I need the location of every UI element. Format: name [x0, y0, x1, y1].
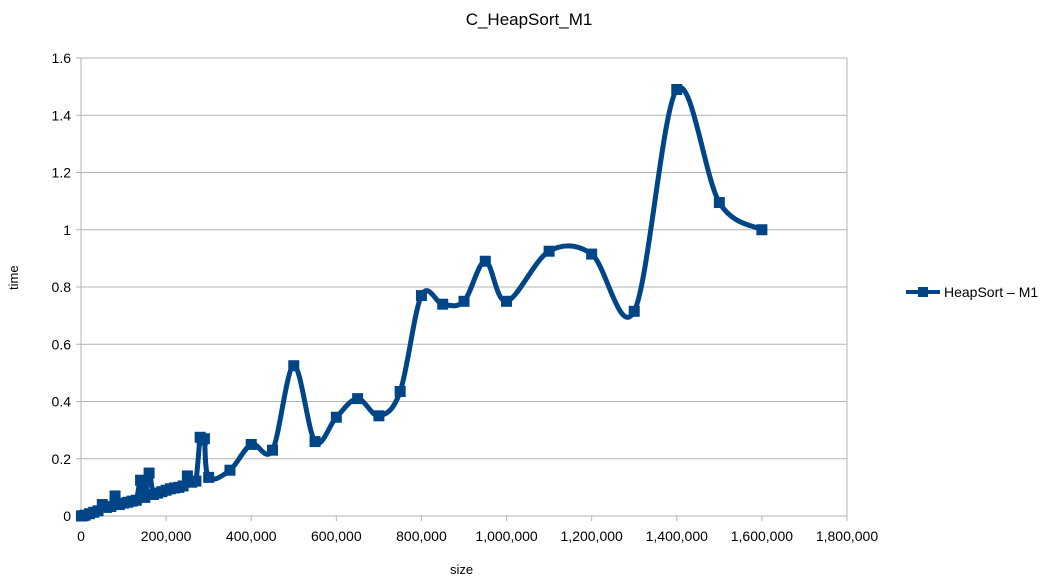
gridlines [76, 57, 847, 517]
legend: HeapSort – M1 [906, 284, 1038, 300]
data-point-marker [135, 474, 147, 486]
x-tick-label: 400,000 [226, 528, 277, 544]
x-tick-label: 800,000 [396, 528, 447, 544]
y-tick-label: 0.8 [52, 279, 72, 295]
y-tick-label: 1.6 [52, 50, 72, 66]
data-point-marker [288, 360, 300, 372]
data-point-marker [92, 505, 104, 517]
x-tick-label: 0 [77, 528, 85, 544]
x-tick-label: 1,600,000 [731, 528, 793, 544]
data-point-marker [628, 305, 640, 317]
data-point-marker [198, 433, 210, 445]
data-point-marker [224, 464, 236, 476]
data-point-marker [139, 491, 151, 503]
axes [80, 58, 848, 521]
x-tick-label: 200,000 [141, 528, 192, 544]
data-point-marker [352, 393, 364, 405]
x-tick-label: 1,800,000 [816, 528, 878, 544]
tick-labels: 0 0.2 0.4 0.6 0.8 1 1.2 1.4 1.6 0 200,000 400,000 60… [52, 50, 879, 544]
x-tick-label: 1,400,000 [646, 528, 708, 544]
data-point-marker [415, 290, 427, 302]
data-point-marker [437, 298, 449, 310]
x-tick-label: 1,200,000 [561, 528, 623, 544]
data-point-marker [109, 490, 121, 502]
data-point-marker [458, 295, 470, 307]
data-point-marker [756, 224, 768, 236]
data-point-marker [105, 501, 117, 513]
data-point-marker [190, 475, 202, 487]
data-point-marker [181, 470, 193, 482]
data-point-marker [586, 248, 598, 260]
data-point-marker [177, 480, 189, 492]
y-tick-label: 1.2 [52, 165, 72, 181]
data-point-marker [245, 438, 257, 450]
x-axis-label: size [450, 562, 474, 577]
y-tick-label: 0.6 [52, 336, 72, 352]
chart-title: C_HeapSort_M1 [465, 10, 593, 29]
data-point-marker [543, 245, 555, 257]
y-tick-label: 1.4 [52, 107, 72, 123]
data-point-marker [309, 436, 321, 448]
series-line [78, 84, 765, 519]
data-point-marker [479, 255, 491, 267]
y-tick-label: 1 [63, 222, 71, 238]
data-point-marker [373, 410, 385, 422]
data-point-marker [203, 471, 215, 483]
data-point-marker [267, 444, 278, 456]
y-tick-label: 0.4 [52, 394, 72, 410]
data-point-marker [394, 385, 406, 397]
data-point-marker [130, 494, 142, 506]
x-tick-label: 600,000 [311, 528, 362, 544]
data-point-marker [501, 295, 513, 307]
x-tick-label: 1,000,000 [475, 528, 537, 544]
y-tick-label: 0 [63, 508, 71, 524]
data-point-marker [143, 467, 155, 479]
legend-label: HeapSort – M1 [944, 284, 1039, 300]
data-point-marker [713, 197, 725, 209]
data-point-marker [671, 83, 683, 95]
legend-square-marker-icon [906, 285, 940, 299]
data-point-marker [330, 411, 342, 423]
data-series [75, 83, 768, 522]
y-tick-label: 0.2 [52, 451, 72, 467]
